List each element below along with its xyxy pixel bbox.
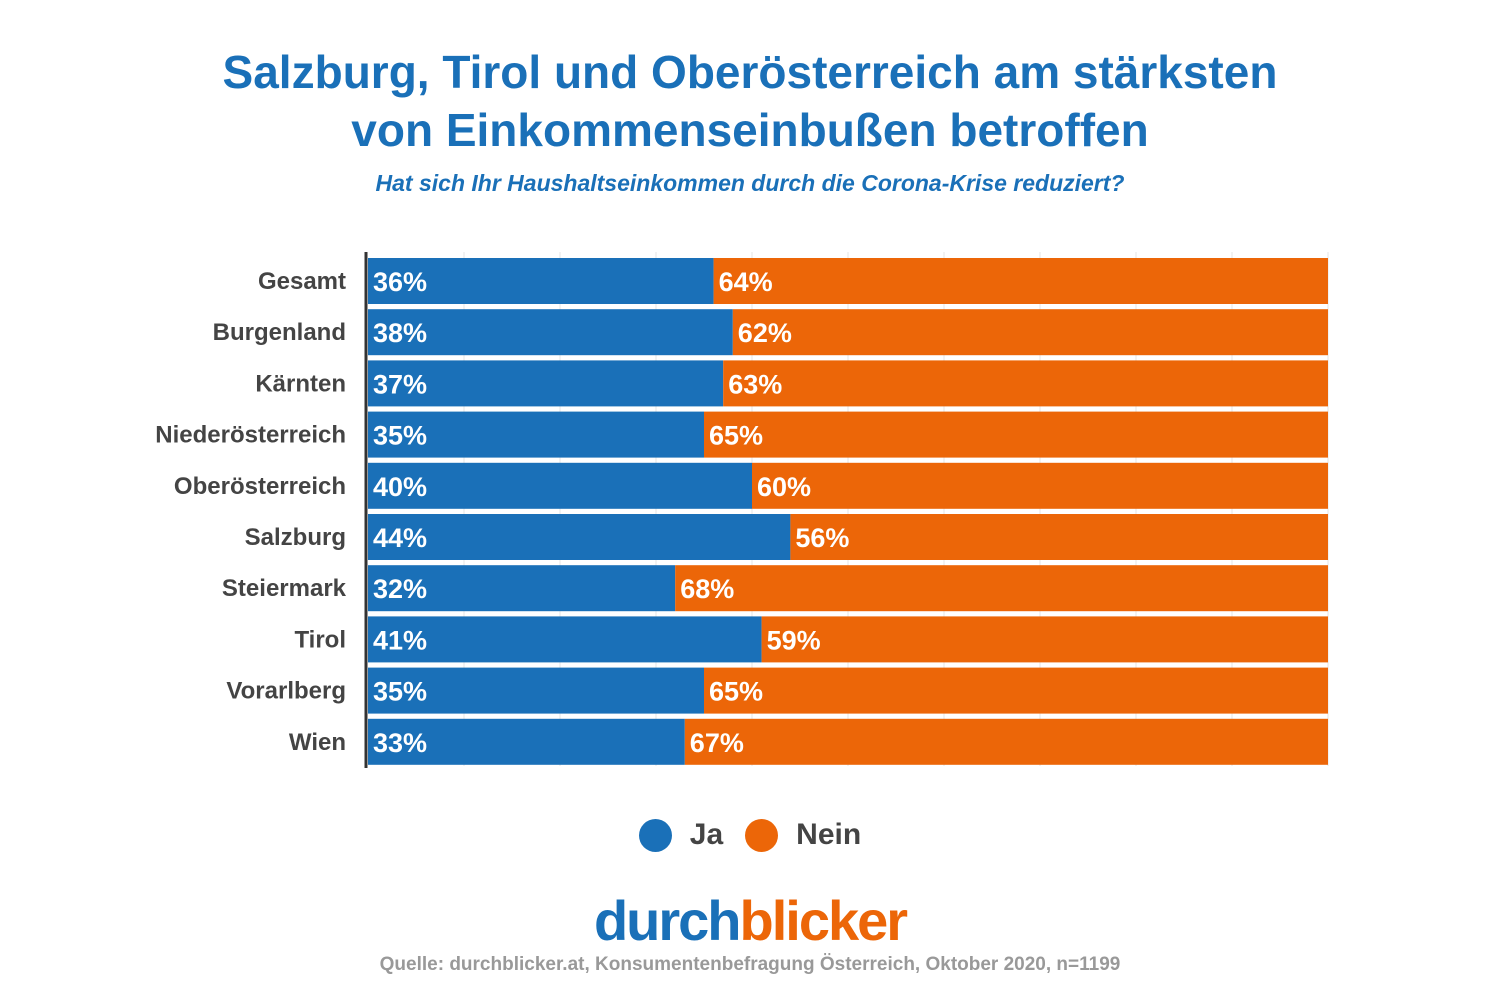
durchblicker-logo: durchblicker [0, 888, 1500, 953]
bar-ja [368, 309, 733, 356]
category-label: Burgenland [213, 319, 346, 346]
data-label-ja: 44% [373, 523, 427, 553]
category-label: Gesamt [258, 268, 346, 295]
bar-nein [761, 616, 1328, 663]
category-label: Oberösterreich [174, 473, 346, 500]
logo-part-1: durch [593, 889, 742, 952]
data-label-ja: 38% [373, 318, 427, 348]
data-label-nein: 65% [709, 677, 763, 707]
bar-ja [368, 667, 704, 714]
data-label-nein: 67% [690, 728, 744, 758]
category-label: Niederösterreich [155, 422, 346, 449]
category-label: Vorarlberg [226, 678, 346, 705]
bar-nein [684, 718, 1328, 765]
data-label-ja: 41% [373, 625, 427, 655]
chart-subtitle: Hat sich Ihr Haushaltseinkommen durch di… [375, 170, 1125, 196]
category-label: Tirol [294, 626, 346, 653]
data-label-ja: 33% [373, 728, 427, 758]
bar-nein [675, 565, 1328, 612]
legend-label-ja: Ja [689, 818, 724, 851]
data-label-nein: 68% [680, 574, 734, 604]
data-label-nein: 56% [795, 523, 849, 553]
data-label-nein: 65% [709, 421, 763, 451]
bar-nein [704, 411, 1328, 458]
legend-swatch-nein [745, 818, 779, 852]
title-line-1: Salzburg, Tirol und Oberösterreich am st… [222, 46, 1278, 98]
bar-ja [368, 514, 791, 560]
data-label-ja: 35% [373, 677, 427, 707]
data-label-ja: 40% [373, 472, 427, 502]
category-label: Steiermark [222, 575, 347, 602]
bar-nein [732, 309, 1328, 356]
title-line-2: von Einkommenseinbußen betroffen [351, 104, 1149, 156]
data-label-ja: 37% [373, 369, 427, 399]
bar-ja [368, 360, 724, 407]
category-label: Kärnten [255, 370, 346, 397]
data-label-nein: 63% [728, 369, 782, 399]
legend-label-nein: Nein [796, 818, 862, 851]
data-label-ja: 36% [373, 267, 427, 297]
data-label-nein: 62% [738, 318, 792, 348]
legend: Ja Nein [0, 818, 1500, 852]
bar-ja [368, 462, 752, 509]
bar-ja [368, 718, 685, 765]
bar-nein [790, 514, 1328, 560]
source-note: Quelle: durchblicker.at, Konsumentenbefr… [379, 954, 1121, 975]
legend-item-nein: Nein [745, 818, 861, 852]
bar-nein [713, 258, 1328, 304]
category-label: Wien [289, 729, 346, 756]
bar-ja [368, 411, 704, 458]
chart-title: Salzburg, Tirol und Oberösterreich am st… [0, 43, 1500, 159]
data-label-ja: 32% [373, 574, 427, 604]
logo-part-2: blicker [739, 889, 909, 952]
category-label: Salzburg [245, 524, 346, 551]
data-label-nein: 59% [767, 625, 821, 655]
bar-ja [368, 616, 762, 663]
bar-nein [704, 667, 1328, 714]
data-label-ja: 35% [373, 421, 427, 451]
bar-nein [752, 462, 1328, 509]
bar-nein [723, 360, 1328, 407]
data-label-nein: 64% [719, 267, 773, 297]
data-label-nein: 60% [757, 472, 811, 502]
bar-ja [368, 565, 676, 612]
legend-swatch-ja [638, 818, 672, 852]
bar-ja [368, 258, 714, 304]
legend-item-ja: Ja [638, 818, 724, 852]
